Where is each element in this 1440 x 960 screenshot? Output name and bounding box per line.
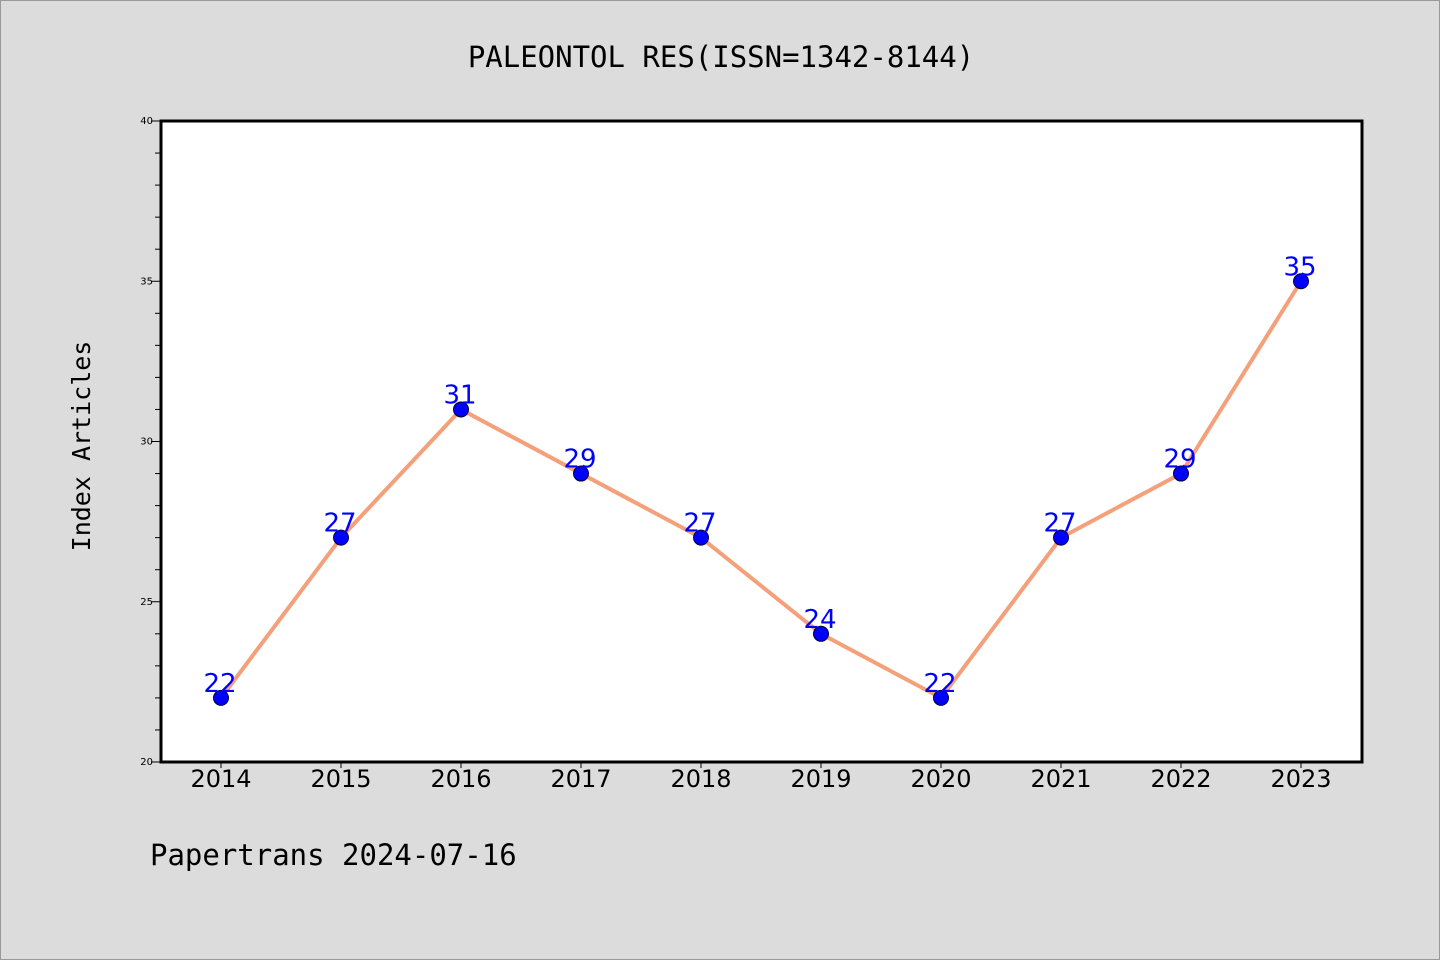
data-label-2022: 29 <box>1163 445 1196 475</box>
x-tick-label: 2023 <box>1270 765 1331 793</box>
data-label-2020: 22 <box>923 669 956 699</box>
data-point-2022 <box>1173 465 1189 482</box>
data-labels-group: 22 27 31 29 27 24 22 27 29 35 <box>203 252 1316 699</box>
x-tick-label: 2019 <box>790 765 851 793</box>
x-axis-ticks: 2014 2015 2016 2017 2018 2019 2020 2021 2022 2023 <box>190 762 1332 793</box>
series-line <box>219 279 1303 700</box>
data-label-2023: 35 <box>1283 252 1316 282</box>
data-point-2014 <box>213 689 229 706</box>
data-label-2017: 29 <box>563 445 596 475</box>
data-label-2014: 22 <box>203 669 236 699</box>
y-tick-label: 30 <box>140 437 153 448</box>
data-point-2021 <box>1053 529 1069 546</box>
data-point-2016 <box>453 401 469 418</box>
plot-area <box>161 121 1362 762</box>
data-point-2023 <box>1293 273 1309 290</box>
y-axis-label: Index Articles <box>67 341 96 552</box>
y-tick-label: 20 <box>140 757 153 768</box>
x-tick-label: 2018 <box>670 765 731 793</box>
y-axis-ticks: 20 25 30 35 40 <box>140 116 161 768</box>
data-point-2019 <box>813 625 829 642</box>
x-tick-label: 2014 <box>190 765 251 793</box>
y-tick-label: 25 <box>140 597 153 608</box>
footer-text: Papertrans 2024-07-16 <box>150 838 517 872</box>
x-tick-label: 2022 <box>1150 765 1211 793</box>
y-tick-label: 40 <box>140 116 153 127</box>
chart-title: PALEONTOL RES(ISSN=1342-8144) <box>468 40 974 74</box>
x-tick-label: 2015 <box>310 765 371 793</box>
data-label-2021: 27 <box>1043 509 1076 539</box>
plot-frame <box>159 119 1364 764</box>
data-label-2015: 27 <box>323 509 356 539</box>
x-tick-label: 2016 <box>430 765 491 793</box>
data-label-2016: 31 <box>443 380 476 410</box>
y-tick-label: 35 <box>140 276 153 287</box>
x-tick-label: 2020 <box>910 765 971 793</box>
x-tick-label: 2017 <box>550 765 611 793</box>
x-tick-label: 2021 <box>1030 765 1091 793</box>
data-label-2019: 24 <box>803 605 836 635</box>
data-point-2015 <box>333 529 349 546</box>
data-label-2018: 27 <box>683 509 716 539</box>
series-group <box>213 273 1309 706</box>
data-point-2018 <box>693 529 709 546</box>
data-point-2017 <box>573 465 589 482</box>
data-point-2020 <box>933 689 949 706</box>
